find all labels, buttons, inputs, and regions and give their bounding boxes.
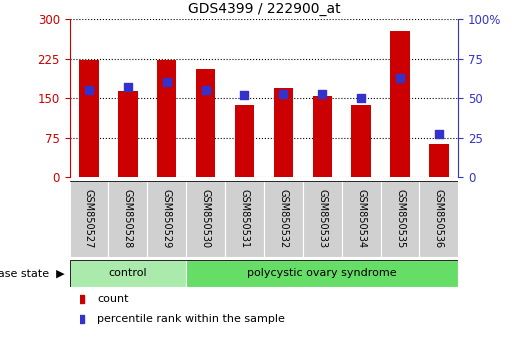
Text: polycystic ovary syndrome: polycystic ovary syndrome <box>247 268 397 279</box>
Text: GSM850527: GSM850527 <box>84 189 94 248</box>
Text: GSM850531: GSM850531 <box>239 189 249 248</box>
Bar <box>313 96 332 177</box>
Text: GSM850535: GSM850535 <box>395 189 405 248</box>
Bar <box>351 105 371 177</box>
Bar <box>225 181 264 257</box>
Text: GSM850530: GSM850530 <box>201 189 211 248</box>
Point <box>241 92 249 98</box>
Bar <box>118 91 138 177</box>
Bar <box>70 181 109 257</box>
Text: GSM850536: GSM850536 <box>434 189 444 248</box>
Bar <box>147 181 186 257</box>
Bar <box>108 181 147 257</box>
Text: GSM850529: GSM850529 <box>162 189 171 248</box>
Bar <box>196 69 215 177</box>
Bar <box>157 61 177 177</box>
Point <box>318 91 327 96</box>
Point <box>201 87 210 93</box>
Bar <box>186 181 225 257</box>
Point <box>85 87 93 93</box>
Bar <box>186 260 458 287</box>
Text: GSM850532: GSM850532 <box>279 189 288 248</box>
Title: GDS4399 / 222900_at: GDS4399 / 222900_at <box>187 2 340 16</box>
Text: GSM850533: GSM850533 <box>317 189 327 248</box>
Text: percentile rank within the sample: percentile rank within the sample <box>97 314 285 324</box>
Bar <box>429 144 449 177</box>
Bar <box>264 181 303 257</box>
Bar <box>303 181 342 257</box>
Point <box>163 80 171 85</box>
Bar <box>235 105 254 177</box>
Bar <box>381 181 419 257</box>
Text: count: count <box>97 295 129 304</box>
Bar <box>273 88 293 177</box>
Bar <box>420 181 458 257</box>
Text: control: control <box>109 268 147 279</box>
Bar <box>79 61 99 177</box>
Bar <box>342 181 381 257</box>
Point <box>396 75 404 81</box>
Point <box>435 132 443 137</box>
Text: disease state  ▶: disease state ▶ <box>0 268 64 279</box>
Point <box>357 95 365 101</box>
Text: GSM850534: GSM850534 <box>356 189 366 248</box>
Bar <box>70 260 186 287</box>
Point <box>124 84 132 90</box>
Bar <box>390 31 410 177</box>
Text: GSM850528: GSM850528 <box>123 189 133 248</box>
Point <box>279 91 287 96</box>
